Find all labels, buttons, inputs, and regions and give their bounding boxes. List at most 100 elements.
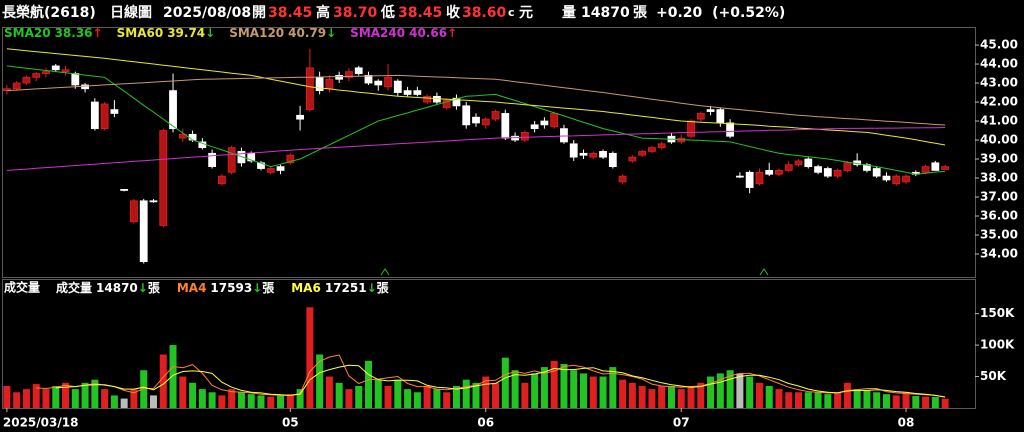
legend-value: 38.36 — [55, 26, 93, 40]
volume-panel — [2, 279, 976, 409]
candle-body — [765, 170, 774, 175]
volume-bar — [3, 385, 11, 408]
x-tick-label: 06 — [477, 416, 494, 430]
high-label: 高 — [316, 4, 330, 21]
candle-body — [169, 90, 177, 130]
volume-bar — [658, 385, 666, 408]
volume-bar — [384, 385, 392, 408]
legend-value: 14870 — [96, 281, 138, 295]
y-tick-label: 50K — [980, 369, 1007, 383]
legend-name: SMA120 — [229, 26, 284, 40]
volume-bar — [247, 394, 255, 408]
volume-bar — [22, 389, 30, 408]
volume-bar — [306, 307, 314, 408]
volume-bar — [228, 389, 236, 408]
volume-bar — [472, 382, 480, 408]
close-label: 收 — [446, 4, 461, 21]
volume-bar — [736, 373, 744, 408]
legend-arrow: ↑ — [447, 26, 457, 40]
candle-body — [579, 152, 588, 156]
candle-body — [413, 90, 422, 95]
volume: 14870 — [581, 5, 630, 21]
legend-unit: 張 — [148, 281, 161, 295]
candle-body — [159, 130, 168, 226]
volume-bar — [345, 389, 353, 408]
volume-bar — [101, 389, 109, 408]
candle-body — [149, 200, 158, 203]
candle-body — [403, 90, 412, 95]
moving-average-line — [6, 127, 946, 171]
y-tick-label: 43.00 — [980, 76, 1018, 90]
moving-average-line — [6, 74, 946, 126]
volume-bar — [570, 370, 578, 408]
x-tick-label: 08 — [898, 416, 915, 430]
volume-bar — [560, 363, 568, 408]
candle-body — [12, 82, 21, 90]
candle-body — [130, 200, 138, 223]
volume-bar — [609, 367, 617, 408]
candle-body — [892, 175, 901, 185]
volume-bar — [81, 382, 89, 408]
candle-body — [833, 170, 842, 177]
volume-bar — [169, 345, 177, 408]
legend-value: 40.79 — [288, 26, 326, 40]
volume-bar — [208, 392, 216, 408]
volume-bar — [433, 389, 441, 408]
price-panel — [2, 27, 976, 278]
candle-body — [354, 67, 363, 74]
candle-body — [520, 132, 529, 141]
candle-body — [100, 103, 109, 130]
legend-arrow: ↑ — [93, 26, 103, 40]
candle-body — [276, 166, 285, 171]
change-percent: (+0.52%) — [712, 5, 785, 21]
volume-bar — [667, 385, 675, 408]
candle-body — [42, 71, 50, 74]
volume-bar — [892, 395, 900, 408]
legend-entry: SMA60 39.74↓ — [117, 26, 216, 40]
volume-bar — [374, 379, 382, 408]
candle-body — [393, 80, 402, 93]
candle-body — [90, 101, 99, 130]
candle-body — [814, 166, 822, 173]
legend-entry: SMA20 38.36↑ — [4, 26, 103, 40]
volume-bar — [71, 389, 79, 408]
volume-bar — [687, 385, 695, 408]
volume-bar — [521, 382, 529, 408]
candle-body — [530, 124, 539, 130]
candle-body — [804, 158, 813, 168]
volume-bar — [179, 376, 187, 408]
candle-body — [61, 69, 70, 73]
volume-bar — [413, 392, 421, 408]
date: 2025/08/08 — [163, 5, 251, 21]
moving-average-line — [36, 354, 946, 398]
y-tick-label: 100K — [980, 338, 1015, 352]
candle-body — [364, 75, 373, 84]
volume-label: 量 — [562, 5, 576, 21]
y-tick-label: 38.00 — [980, 171, 1018, 185]
candle-body — [560, 128, 568, 143]
candle-body — [305, 67, 314, 111]
low-price: 38.45 — [398, 5, 442, 21]
candle-body — [32, 73, 41, 78]
volume-bar — [492, 382, 500, 408]
legend-value: 40.66 — [409, 26, 447, 40]
candle-body — [775, 170, 783, 175]
legend-name: SMA20 — [4, 26, 51, 40]
y-tick-label: 150K — [980, 306, 1015, 320]
volume-bar — [198, 389, 206, 408]
y-tick-label: 42.00 — [980, 95, 1018, 109]
candle-body — [481, 118, 490, 126]
signal-marker — [380, 268, 390, 276]
candle-body — [755, 171, 764, 185]
volume-bar — [599, 376, 607, 408]
volume-bar — [110, 395, 118, 408]
volume-bar — [189, 382, 197, 408]
candle-body — [618, 175, 627, 183]
low-label: 低 — [380, 4, 395, 21]
candle-body — [139, 200, 148, 263]
y-tick-label: 37.00 — [980, 190, 1018, 204]
candle-body — [384, 76, 392, 88]
candle-body — [462, 105, 471, 126]
volume-bar — [501, 357, 509, 408]
open-label: 開 — [252, 5, 266, 21]
